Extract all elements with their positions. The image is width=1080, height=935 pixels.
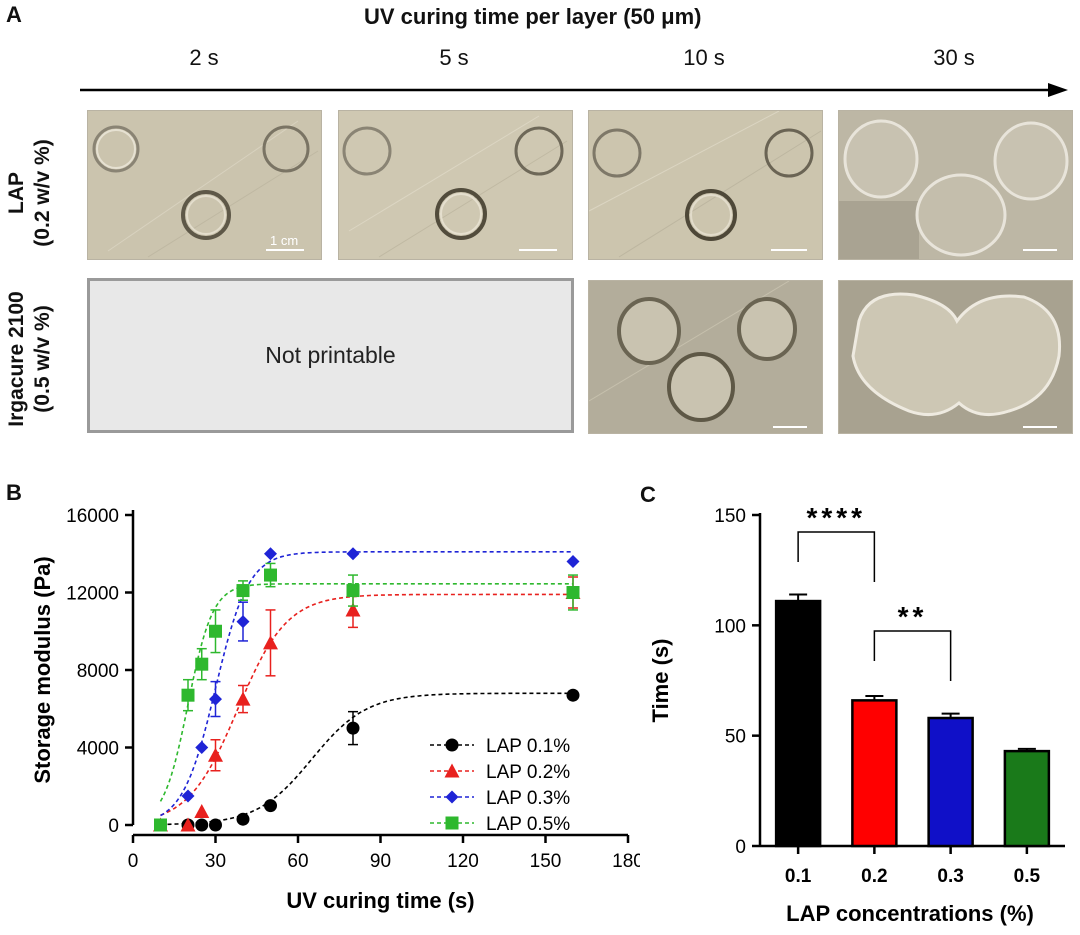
- data-point: [236, 615, 250, 629]
- y-axis-title: Time (s): [648, 639, 673, 723]
- row-label-lap-line2: (0.2 w/v %): [31, 139, 54, 247]
- fit-curve: [160, 593, 573, 816]
- x-tick-label-5: 150: [530, 851, 562, 872]
- data-point: [209, 624, 222, 638]
- y-tick-label-0: 0: [108, 816, 119, 837]
- data-point: [346, 584, 360, 598]
- column-label-10s: 10 s: [683, 45, 725, 70]
- x-tick-label-1: 0.2: [861, 866, 887, 887]
- x-tick-label-2: 0.3: [937, 866, 963, 887]
- photo-lap-5s: [338, 110, 573, 260]
- photo-lap-10s: [588, 110, 823, 260]
- panel-c-letter: C: [640, 482, 656, 507]
- y-tick-label-2: 8000: [77, 661, 119, 682]
- row-label-lap-line1: LAP: [5, 172, 28, 214]
- uv-curing-title: UV curing time per layer (50 μm): [364, 4, 702, 29]
- significance-bracket: [873, 630, 952, 681]
- data-point: [181, 789, 195, 803]
- bar-0.3: [927, 716, 974, 848]
- y-tick-label-3: 12000: [66, 584, 119, 605]
- photo-irgacure-10s: [588, 280, 823, 434]
- not-printable-box: Not printable: [87, 278, 574, 433]
- x-tick-label-6: 180: [612, 851, 640, 872]
- data-point: [264, 547, 277, 561]
- row-label-irgacure: Irgacure 2100 (0.5 w/v %): [0, 278, 60, 433]
- legend-label-1: LAP 0.2%: [486, 762, 570, 783]
- time-arrow: [80, 83, 1068, 97]
- data-point: [195, 818, 209, 832]
- fit-curve: [160, 692, 573, 826]
- x-axis-title: LAP concentrations (%): [786, 901, 1034, 926]
- data-point: [236, 812, 250, 826]
- significance-bracket: [797, 531, 876, 582]
- x-tick-label-0: 0: [128, 851, 139, 872]
- row-label-lap: LAP (0.2 w/v %): [0, 112, 60, 262]
- data-point: [235, 691, 251, 706]
- legend-marker: [445, 816, 459, 830]
- legend-marker: [445, 738, 459, 752]
- data-point: [195, 741, 209, 754]
- x-tick-label-2: 60: [287, 851, 308, 872]
- data-point: [346, 721, 360, 735]
- data-point: [209, 818, 222, 832]
- legend-marker: [444, 763, 460, 778]
- x-tick-label-3: 90: [370, 851, 391, 872]
- series-lap-0-1-: [154, 688, 580, 832]
- data-point: [263, 635, 278, 650]
- data-point: [181, 688, 195, 702]
- x-axis-title: UV curing time (s): [286, 888, 474, 913]
- significance-label-0: ****: [806, 502, 866, 533]
- legend-marker: [445, 790, 459, 804]
- y-tick-label-0: 0: [735, 837, 746, 858]
- bar-0.2: [851, 699, 898, 848]
- data-point: [209, 692, 222, 706]
- significance-label-1: **: [898, 601, 928, 632]
- storage-modulus-chart: 0 4000 8000 12000 16000 0 30 60 90 120 150 180 UV cu…: [30, 506, 640, 913]
- legend-label-3: LAP 0.5%: [486, 814, 570, 835]
- data-point: [208, 747, 223, 762]
- y-tick-label-2: 100: [714, 616, 746, 637]
- photo-lap-30s: [838, 110, 1073, 260]
- data-point: [566, 688, 580, 702]
- y-tick-label-4: 16000: [66, 506, 119, 527]
- x-tick-label-1: 30: [205, 851, 226, 872]
- column-label-5s: 5 s: [439, 45, 469, 70]
- data-point: [154, 818, 167, 832]
- data-point: [195, 657, 209, 671]
- data-point: [194, 803, 210, 818]
- photo-irgacure-30s: [838, 280, 1073, 434]
- row-label-irgacure-line2: (0.5 w/v %): [31, 305, 54, 413]
- data-point: [236, 584, 250, 598]
- legend-label-0: LAP 0.1%: [486, 736, 570, 757]
- data-point: [264, 568, 277, 582]
- series-lap-0-5-: [154, 562, 580, 832]
- bar-0.1: [774, 599, 822, 848]
- x-tick-label-4: 120: [447, 851, 479, 872]
- data-point: [264, 799, 277, 813]
- legend-label-2: LAP 0.3%: [486, 788, 570, 809]
- x-tick-label-3: 0.5: [1014, 866, 1041, 887]
- fit-curve: [159, 583, 573, 802]
- column-label-2s: 2 s: [189, 45, 219, 70]
- panel-a-letter: A: [6, 2, 22, 27]
- x-tick-label-0: 0.1: [785, 866, 812, 887]
- fit-curve: [160, 551, 573, 817]
- y-tick-label-3: 150: [714, 506, 746, 527]
- row-label-irgacure-line1: Irgacure 2100: [5, 291, 28, 427]
- gelation-time-bar-chart: 0 50 100 150 Time (s) LAP concentrations (%) 0…: [648, 502, 1065, 926]
- scale-bar-label: 1 cm: [270, 233, 299, 248]
- photo-lap-2s: 1 cm: [87, 110, 322, 260]
- y-tick-label-1: 4000: [77, 739, 119, 760]
- y-tick-label-1: 50: [725, 727, 746, 748]
- bar-0.5: [1003, 749, 1051, 848]
- data-point: [345, 602, 361, 617]
- y-axis-title: Storage modulus (Pa): [30, 556, 55, 783]
- data-point: [566, 586, 580, 599]
- data-point: [346, 547, 360, 561]
- panel-b-letter: B: [6, 480, 22, 505]
- data-point: [566, 555, 580, 568]
- column-label-30s: 30 s: [933, 45, 975, 70]
- data-point: [180, 817, 196, 832]
